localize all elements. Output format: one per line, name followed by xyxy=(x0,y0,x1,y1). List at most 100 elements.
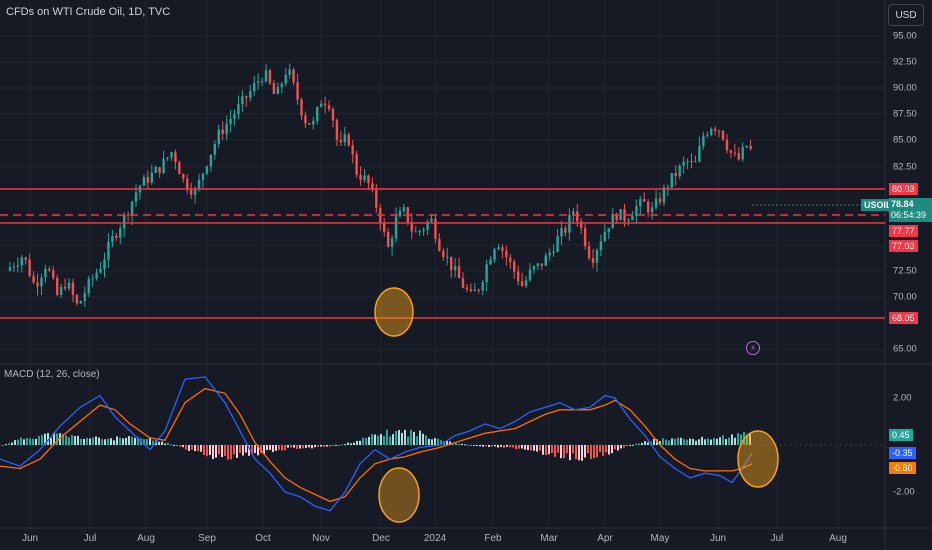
candle-body xyxy=(690,161,693,163)
macd-histogram-bar xyxy=(209,445,211,455)
candle-body xyxy=(694,161,697,163)
candle-body xyxy=(260,81,264,83)
macd-histogram-bar xyxy=(446,440,448,445)
candle-body xyxy=(646,201,650,213)
candle-body xyxy=(300,99,303,116)
macd-histogram-bar xyxy=(566,445,568,454)
candle-body xyxy=(418,230,421,232)
candle-body xyxy=(83,292,86,302)
macd-histogram-bar xyxy=(95,436,97,445)
candle-body xyxy=(599,241,603,251)
candle-body xyxy=(16,265,20,267)
macd-histogram-bar xyxy=(239,445,241,453)
macd-histogram-bar xyxy=(77,435,79,445)
macd-histogram-bar xyxy=(104,439,106,445)
macd-histogram-bar xyxy=(173,445,175,446)
candle-body xyxy=(524,280,528,286)
candle-body xyxy=(225,123,228,134)
macd-histogram-bar xyxy=(503,445,505,448)
candle-body xyxy=(12,266,16,268)
candle-body xyxy=(174,152,177,163)
macd-histogram-bar xyxy=(341,444,343,446)
lightning-bolt-icon[interactable]: ⚡ xyxy=(746,341,760,355)
macd-histogram-bar xyxy=(512,445,514,448)
macd-histogram-bar xyxy=(191,445,193,450)
macd-histogram-bar xyxy=(422,433,424,445)
candle-body xyxy=(501,247,504,251)
macd-histogram-bar xyxy=(329,445,331,447)
candle-body xyxy=(201,173,205,180)
macd-histogram-bar xyxy=(587,445,589,454)
macd-histogram-bar xyxy=(521,445,523,449)
macd-histogram-bar xyxy=(449,441,451,445)
candle-body xyxy=(560,228,563,237)
candle-body xyxy=(107,242,110,260)
candle-body xyxy=(347,134,350,146)
candle-body xyxy=(446,256,449,258)
macd-histogram-bar xyxy=(65,435,67,445)
macd-histogram-bar xyxy=(263,445,265,454)
price-axis-label: 65.00 xyxy=(893,343,917,355)
candle-body xyxy=(615,214,618,221)
macd-histogram-bar xyxy=(386,429,388,445)
candle-body xyxy=(327,105,331,109)
level-tag-resistance: 80.03 xyxy=(889,183,918,195)
macd-histogram-bar xyxy=(515,445,517,450)
candle-body xyxy=(126,214,130,216)
candle-body xyxy=(713,128,717,131)
macd-histogram-bar xyxy=(392,434,394,445)
candle-body xyxy=(292,69,295,83)
macd-histogram-bar xyxy=(188,445,190,451)
candle-body xyxy=(115,235,118,238)
candle-body xyxy=(52,270,55,278)
currency-button[interactable]: USD xyxy=(888,4,924,26)
macd-histogram-bar xyxy=(563,445,565,459)
macd-histogram-bar xyxy=(416,436,418,445)
price-axis-label: 70.00 xyxy=(893,291,917,303)
candle-body xyxy=(422,229,425,231)
macd-histogram-bar xyxy=(347,442,349,445)
macd-histogram-bar xyxy=(728,437,730,445)
time-axis-label: Jul xyxy=(83,533,97,544)
macd-histogram-bar xyxy=(575,445,577,460)
candle-body xyxy=(410,222,413,232)
macd-histogram-bar xyxy=(254,445,256,454)
macd-histogram-bar xyxy=(683,439,685,445)
macd-histogram-bar xyxy=(230,445,232,460)
macd-histogram-bar xyxy=(554,445,556,457)
macd-histogram-bar xyxy=(149,438,151,445)
candle-body xyxy=(343,134,347,143)
macd-histogram-bar xyxy=(125,437,127,445)
candle-body xyxy=(678,165,681,177)
candle-body xyxy=(635,206,638,216)
candle-body xyxy=(367,175,370,184)
macd-histogram-bar xyxy=(524,445,526,450)
macd-histogram-bar xyxy=(134,437,136,445)
macd-histogram-bar xyxy=(332,445,334,446)
bar-countdown: 06:54:39 xyxy=(891,210,927,220)
macd-histogram-bar xyxy=(32,438,34,445)
candle-body xyxy=(99,269,102,273)
macd-histogram-bar xyxy=(725,439,727,445)
macd-histogram-bar xyxy=(116,436,118,445)
macd-histogram-bar xyxy=(80,438,82,445)
macd-histogram-bar xyxy=(317,445,319,447)
macd-histogram-bar xyxy=(467,444,469,446)
candle-body xyxy=(532,266,536,270)
candle-body xyxy=(331,108,335,121)
candle-body xyxy=(24,257,27,260)
macd-histogram-bar xyxy=(734,437,736,445)
macd-histogram-bar xyxy=(212,445,214,460)
candle-body xyxy=(706,134,709,136)
macd-histogram-bar xyxy=(47,432,49,445)
candle-body xyxy=(453,266,457,271)
macd-histogram-bar xyxy=(5,444,7,446)
macd-histogram-bar xyxy=(269,445,271,450)
macd-histogram-bar xyxy=(221,445,223,458)
macd-histogram-bar xyxy=(20,437,22,445)
candle-body xyxy=(587,246,591,259)
candle-body xyxy=(276,87,280,94)
candle-body xyxy=(741,147,744,160)
time-axis-label: Jul xyxy=(770,533,784,544)
